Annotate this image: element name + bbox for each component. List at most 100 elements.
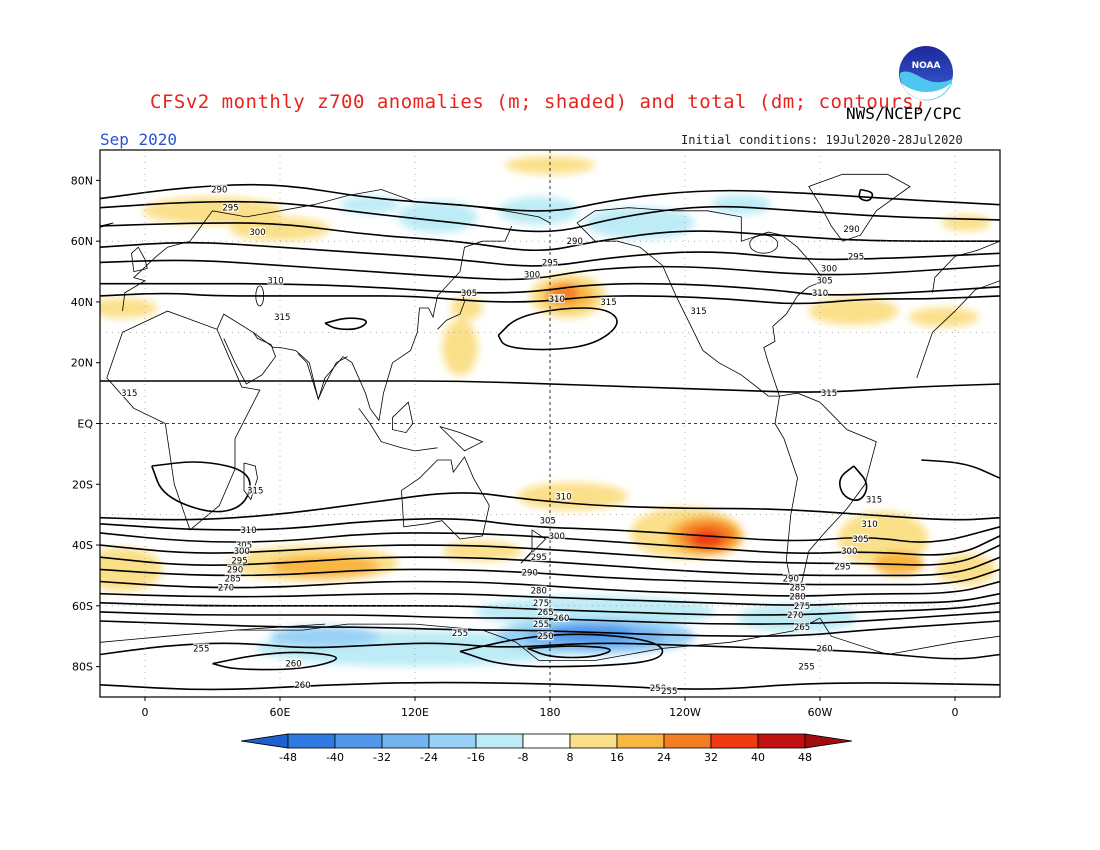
- anomaly-blob: [270, 626, 380, 647]
- contour-label: 275: [533, 599, 549, 609]
- contour-label-bg: [236, 540, 252, 550]
- anomaly-blob: [548, 624, 633, 643]
- contour-label: 290: [783, 574, 799, 584]
- coastline: [916, 280, 1000, 379]
- height-contour: [527, 645, 611, 659]
- contour-label-bg: [821, 388, 837, 398]
- contour-label: 280: [531, 587, 547, 597]
- contour-label: 310: [812, 289, 828, 299]
- initial-conditions: Initial conditions: 19Jul2020-28Jul2020: [681, 133, 963, 147]
- height-contour: [100, 200, 1000, 233]
- contour-label-bg: [852, 533, 869, 543]
- contour-label-bg: [211, 184, 228, 194]
- contour-label-bg: [461, 287, 477, 297]
- contour-label: 300: [524, 271, 540, 281]
- graticule: [100, 150, 1000, 697]
- anomaly-blob: [442, 319, 478, 376]
- contour-label-bg: [834, 561, 851, 571]
- contour-label-bg: [841, 546, 858, 556]
- colorbar-segment: [428, 733, 477, 749]
- lon-tick-label: 120W: [669, 706, 701, 719]
- anomaly-blob: [808, 297, 899, 326]
- contour-label-bg: [521, 567, 538, 577]
- height-contour: [100, 492, 1000, 521]
- contour-label-bg: [530, 552, 547, 562]
- height-contour: [858, 188, 874, 202]
- height-contour: [921, 459, 1000, 479]
- contour-label: 260: [285, 660, 301, 670]
- forecast-month: Sep 2020: [100, 130, 178, 149]
- anomaly-blob: [100, 298, 158, 319]
- colorbar-segment: [475, 733, 524, 749]
- contour-label-bg: [227, 564, 243, 574]
- contour-label: 305: [540, 517, 556, 527]
- contour-label: 295: [834, 562, 850, 572]
- colorbar-arrow-right: [804, 733, 853, 749]
- contour-label: 295: [231, 556, 247, 566]
- contour-label: 260: [553, 614, 569, 624]
- anomaly-shading: [100, 156, 997, 667]
- contour-label: 315: [247, 486, 263, 496]
- contour-label-bg: [794, 622, 810, 632]
- contour-label: 315: [866, 495, 882, 505]
- coastline: [439, 426, 484, 452]
- anomaly-blob: [230, 217, 330, 242]
- contour-label: 310: [549, 295, 565, 305]
- lat-tick-label: 60S: [72, 600, 93, 613]
- contour-label: 250: [537, 632, 553, 642]
- contour-label: 250: [650, 684, 666, 694]
- colorbar-segment: [757, 733, 806, 749]
- contour-label-bg: [294, 679, 311, 689]
- height-contour: [324, 317, 368, 331]
- colorbar-segment: [522, 733, 571, 749]
- colorbar-segment: [569, 733, 618, 749]
- contour-label: 265: [537, 608, 553, 618]
- contour-label: 290: [227, 565, 243, 575]
- contour-label-bg: [452, 628, 468, 638]
- lon-tick-label: 0: [952, 706, 959, 719]
- anomaly-blob: [711, 194, 772, 215]
- contour-label: 295: [542, 258, 558, 268]
- contour-label-bg: [555, 491, 572, 501]
- contour-label: 295: [222, 204, 238, 214]
- anomaly-blob: [505, 156, 595, 175]
- coastline: [223, 332, 276, 385]
- noaa-logo-icon: NOAA: [897, 44, 955, 102]
- contour-label: 305: [816, 277, 832, 287]
- contour-label: 300: [841, 547, 857, 557]
- contour-label: 285: [789, 584, 805, 594]
- contour-label-bg: [249, 227, 266, 237]
- contour-label: 260: [816, 644, 832, 654]
- contour-label-bg: [548, 293, 565, 303]
- height-contour: [100, 592, 1000, 606]
- contour-label-bg: [600, 296, 617, 306]
- colorbar-tick-label: 40: [751, 751, 765, 764]
- contour-label-bg: [816, 275, 833, 285]
- lat-tick-label: 60N: [71, 235, 93, 248]
- contour-label-bg: [121, 388, 138, 398]
- contour-label: 270: [787, 611, 803, 621]
- axis-ticks: 80N 60N 40N 20N EQ 20S 40S 60S 80S 0 60E 120E 180 120…: [71, 174, 959, 719]
- contour-label: 300: [249, 228, 265, 238]
- height-contour: [100, 620, 1000, 638]
- contour-label: 285: [225, 574, 241, 584]
- contour-label: 260: [294, 681, 310, 691]
- contour-label-bg: [782, 573, 799, 583]
- colorbar-tick-label: 16: [610, 751, 624, 764]
- contour-label-bg: [861, 518, 878, 528]
- coastlines: [100, 173, 1000, 661]
- coastline: [401, 456, 490, 540]
- height-contour: [100, 532, 1000, 556]
- contour-label-bg: [821, 263, 837, 273]
- contour-label: 290: [843, 225, 859, 235]
- height-contour: [100, 580, 1000, 597]
- height-contour: [100, 380, 1000, 393]
- colorbar-tick-label: -16: [467, 751, 485, 764]
- contour-label-bg: [789, 582, 806, 592]
- lat-tick-label: 40N: [71, 296, 93, 309]
- contour-label-bg: [542, 257, 558, 267]
- anomaly-blob: [691, 529, 724, 548]
- contour-label: 280: [789, 593, 805, 603]
